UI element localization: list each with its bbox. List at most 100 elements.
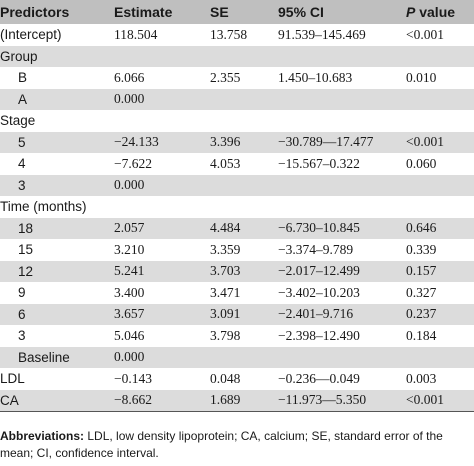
table-row: 9 3.400 3.471 −3.402–10.203 0.327 xyxy=(0,282,474,304)
table-body: (Intercept) 118.504 13.758 91.539–145.469 <0… xyxy=(0,24,474,412)
cell-estimate xyxy=(114,46,210,68)
cell-p-value: 0.646 xyxy=(406,220,437,236)
footnote-label: Abbreviations: xyxy=(0,429,85,443)
cell-se: 4.053 xyxy=(210,155,241,171)
cell-estimate: 0.000 xyxy=(114,177,145,193)
cell-estimate: 5.241 xyxy=(114,263,145,279)
cell-predictor: Stage xyxy=(0,113,36,129)
cell-ci: −3.402–10.203 xyxy=(278,284,360,300)
cell-p-value: 0.339 xyxy=(406,241,437,257)
cell-predictor: 5 xyxy=(18,134,26,150)
cell-predictor: 3 xyxy=(18,177,26,193)
cell-p-value xyxy=(406,175,474,197)
header-estimate: Estimate xyxy=(114,4,173,20)
table-row: Baseline 0.000 xyxy=(0,346,474,369)
cell-predictor: 12 xyxy=(18,263,34,279)
table-row: LDL −0.143 0.048 −0.236—0.049 0.003 xyxy=(0,368,474,390)
cell-p-value: 0.010 xyxy=(406,69,437,85)
cell-estimate: 3.210 xyxy=(114,241,145,257)
table-row: 3 0.000 xyxy=(0,174,474,197)
cell-p-value: <0.001 xyxy=(406,26,444,42)
cell-estimate: 5.046 xyxy=(114,327,145,343)
cell-p-value xyxy=(406,347,474,369)
cell-se: 4.484 xyxy=(210,220,241,236)
header-ci: 95% CI xyxy=(278,4,324,20)
cell-predictor: CA xyxy=(0,389,114,412)
cell-ci xyxy=(278,89,406,111)
header-p-rest: value xyxy=(415,4,456,20)
table-row: 4 −7.622 4.053 −15.567–0.322 0.060 xyxy=(0,153,474,175)
header-p-value: P value xyxy=(406,0,474,24)
cell-ci: 1.450–10.683 xyxy=(278,69,353,85)
cell-p-value: 0.184 xyxy=(406,327,437,343)
cell-se: 1.689 xyxy=(210,389,278,412)
cell-ci xyxy=(278,175,406,197)
cell-predictor: 18 xyxy=(18,220,34,236)
cell-p-value: 0.060 xyxy=(406,155,437,171)
cell-predictor: Baseline xyxy=(18,349,70,365)
cell-ci: −30.789—17.477 xyxy=(278,134,374,150)
cell-ci: −3.374–9.789 xyxy=(278,241,354,257)
cell-predictor: 15 xyxy=(18,242,34,258)
footnote-text: LDL, low density lipoprotein; CA, calciu… xyxy=(0,429,443,460)
cell-predictor: Time (months) xyxy=(0,199,87,215)
cell-se: 2.355 xyxy=(210,69,241,85)
cell-ci xyxy=(278,110,406,132)
cell-se: 13.758 xyxy=(210,26,248,42)
cell-ci: −2.017–12.499 xyxy=(278,263,360,279)
cell-predictor: (Intercept) xyxy=(0,27,62,43)
cell-p-value xyxy=(406,46,474,68)
cell-ci: −2.401–9.716 xyxy=(278,306,354,322)
cell-estimate: 0.000 xyxy=(114,91,145,107)
cell-estimate: 6.066 xyxy=(114,69,145,85)
cell-se xyxy=(210,347,278,369)
cell-estimate: −24.133 xyxy=(114,134,159,150)
cell-estimate: 2.057 xyxy=(114,220,145,236)
regression-table: Predictors Estimate SE 95% CI P value (I… xyxy=(0,0,474,412)
cell-se: 3.471 xyxy=(210,284,241,300)
cell-predictor: 3 xyxy=(18,328,26,344)
table-row: 5 −24.133 3.396 −30.789—17.477 <0.001 xyxy=(0,131,474,153)
cell-ci xyxy=(278,46,406,68)
table-row: B 6.066 2.355 1.450–10.683 0.010 xyxy=(0,67,474,89)
abbreviations-footnote: Abbreviations: LDL, low density lipoprot… xyxy=(0,428,474,462)
header-p-italic: P xyxy=(406,4,416,20)
cell-predictor: 9 xyxy=(18,285,26,301)
regression-table-container: Predictors Estimate SE 95% CI P value (I… xyxy=(0,0,474,412)
cell-estimate: −0.143 xyxy=(114,370,152,386)
header-predictors: Predictors xyxy=(0,4,70,20)
cell-p-value: 0.157 xyxy=(406,263,437,279)
cell-se xyxy=(210,196,278,218)
cell-se xyxy=(210,175,278,197)
cell-predictor: LDL xyxy=(0,371,25,387)
cell-ci: −6.730–10.845 xyxy=(278,220,360,236)
cell-se: 3.359 xyxy=(210,241,241,257)
header-row: Predictors Estimate SE 95% CI P value xyxy=(0,0,474,24)
cell-se: 3.396 xyxy=(210,134,241,150)
cell-p-value: 0.003 xyxy=(406,370,437,386)
cell-se: 3.798 xyxy=(210,327,241,343)
cell-estimate: 118.504 xyxy=(114,26,158,42)
cell-predictor: B xyxy=(18,70,28,86)
table-row: 15 3.210 3.359 −3.374–9.789 0.339 xyxy=(0,239,474,261)
cell-estimate: 3.657 xyxy=(114,306,145,322)
table-row: 18 2.057 4.484 −6.730–10.845 0.646 xyxy=(0,217,474,239)
cell-p-value xyxy=(406,196,474,218)
cell-predictor: A xyxy=(18,91,28,107)
cell-se xyxy=(210,89,278,111)
cell-ci: −2.398–12.490 xyxy=(278,327,360,343)
table-row: Time (months) xyxy=(0,196,474,218)
cell-estimate: 0.000 xyxy=(114,349,145,365)
cell-se xyxy=(210,110,278,132)
cell-estimate: −8.662 xyxy=(114,389,210,412)
table-row: 6 3.657 3.091 −2.401–9.716 0.237 xyxy=(0,303,474,325)
table-row: 12 5.241 3.703 −2.017–12.499 0.157 xyxy=(0,260,474,282)
cell-estimate xyxy=(114,196,210,218)
table-row: Stage xyxy=(0,110,474,132)
cell-estimate: 3.400 xyxy=(114,284,145,300)
cell-p-value: 0.237 xyxy=(406,306,437,322)
cell-se: 0.048 xyxy=(210,370,241,386)
cell-ci: −0.236—0.049 xyxy=(278,370,360,386)
cell-ci: −15.567–0.322 xyxy=(278,155,360,171)
cell-ci: 91.539–145.469 xyxy=(278,26,366,42)
